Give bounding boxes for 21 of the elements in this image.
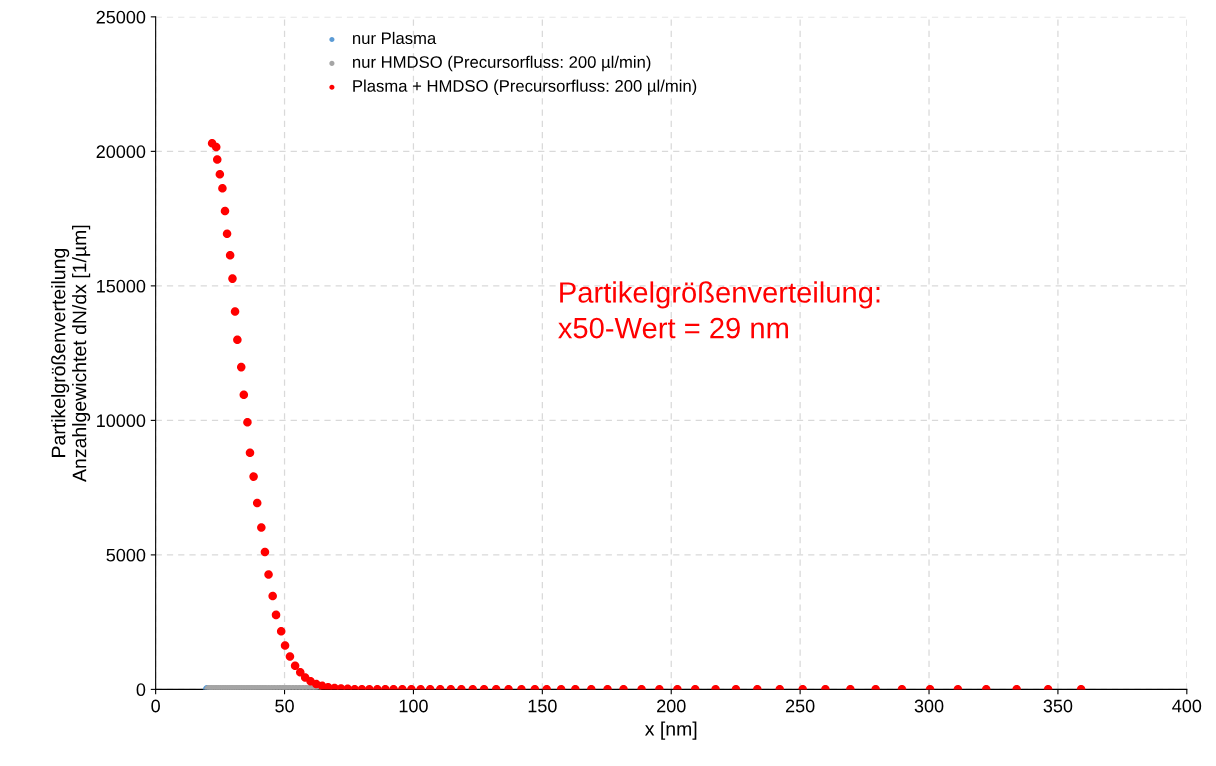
- y-axis-title: Partikelgrößenverteilung Anzahlgewichtet dN/dx [1/µm]: [51, 225, 91, 482]
- x-tick-label: 250: [785, 699, 815, 713]
- legend-label: Plasma + HMDSO (Precursorfluss: 200 µl/min): [353, 79, 697, 96]
- x-axis-title: x [nm]: [644, 721, 697, 740]
- y-tick-label: 5000: [106, 548, 146, 562]
- x-tick-label: 100: [399, 699, 428, 713]
- x-tick-label: 0: [151, 699, 160, 713]
- annotation: Partikelgrößenverteilung: x50-Wert = 29 nm: [558, 281, 880, 339]
- x-tick-label: 200: [657, 699, 686, 713]
- x-tick-label: 350: [1043, 699, 1073, 713]
- y-tick-label: 15000: [97, 279, 146, 293]
- x-tick-label: 300: [914, 699, 944, 713]
- y-tick-label: 10000: [97, 414, 146, 428]
- y-tick-label: 25000: [96, 10, 146, 24]
- y-tick-label: 0: [136, 683, 146, 697]
- x-tick-label: 150: [528, 699, 557, 713]
- legend-label: nur HMDSO (Precursorfluss: 200 µl/min): [353, 55, 651, 72]
- legend-label: nur Plasma: [353, 31, 437, 45]
- x-tick-label: 400: [1172, 699, 1202, 713]
- x-tick-label: 50: [275, 699, 294, 713]
- y-tick-label: 20000: [96, 145, 146, 159]
